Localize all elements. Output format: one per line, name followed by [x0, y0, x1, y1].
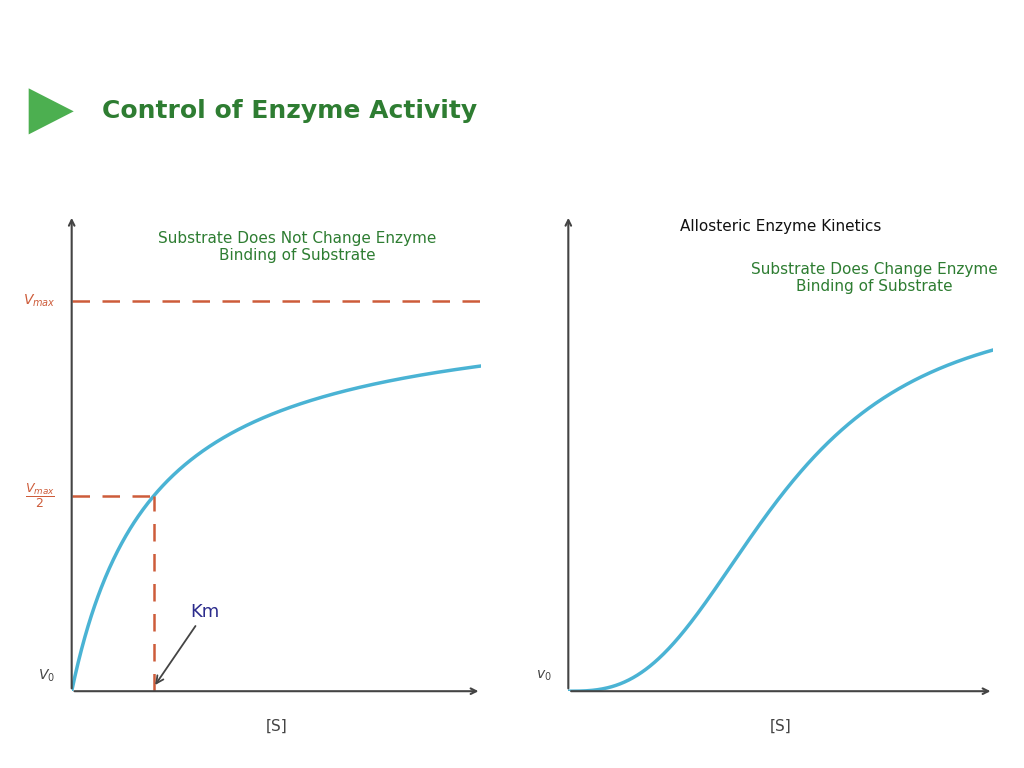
- Text: [S]: [S]: [265, 719, 288, 733]
- Text: [S]: [S]: [770, 719, 792, 733]
- Text: Control of Enzyme Activity: Control of Enzyme Activity: [102, 99, 477, 124]
- Text: Substrate Does Change Enzyme
Binding of Substrate: Substrate Does Change Enzyme Binding of …: [751, 262, 997, 294]
- Text: $V_{max}$: $V_{max}$: [23, 293, 55, 309]
- Text: Km: Km: [157, 603, 220, 684]
- Text: Allosteric Enzyme Kinetics: Allosteric Enzyme Kinetics: [680, 219, 882, 234]
- Text: $V_0$: $V_0$: [38, 667, 55, 684]
- Text: $\dfrac{V_{max}}{2}$: $\dfrac{V_{max}}{2}$: [26, 482, 55, 510]
- Text: $v_0$: $v_0$: [536, 668, 551, 683]
- Text: Substrate Does Not Change Enzyme
Binding of Substrate: Substrate Does Not Change Enzyme Binding…: [158, 230, 436, 263]
